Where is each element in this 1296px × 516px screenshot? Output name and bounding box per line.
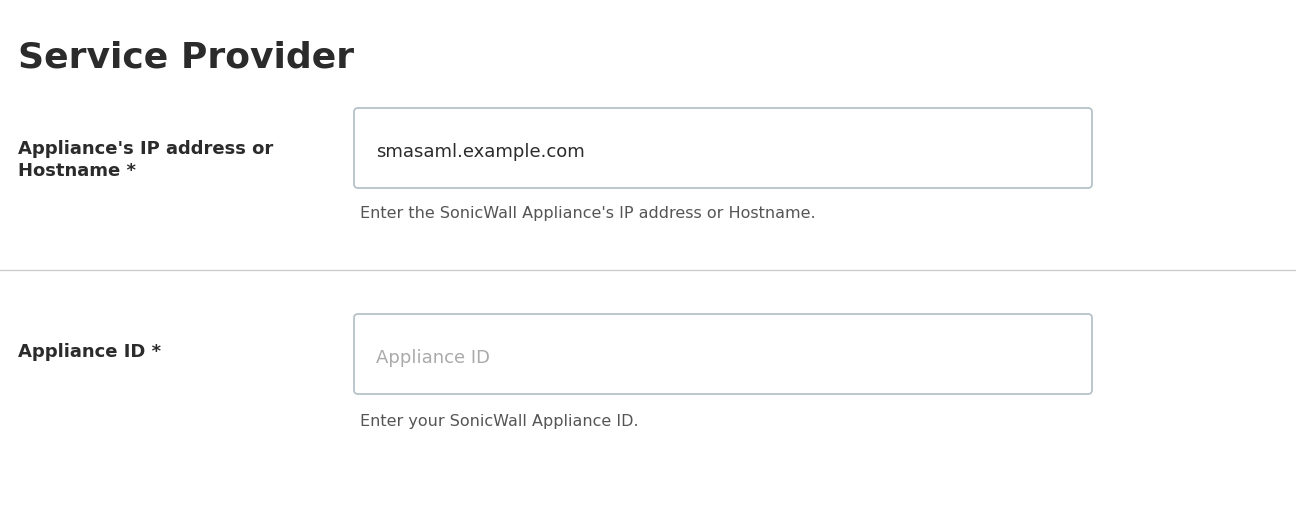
Text: smasaml.example.com: smasaml.example.com <box>376 143 584 161</box>
Text: Appliance ID: Appliance ID <box>376 349 490 367</box>
FancyBboxPatch shape <box>354 108 1093 188</box>
Text: Appliance ID *: Appliance ID * <box>18 343 161 361</box>
Text: Appliance's IP address or: Appliance's IP address or <box>18 140 273 158</box>
Text: Service Provider: Service Provider <box>18 40 354 74</box>
Text: Enter the SonicWall Appliance's IP address or Hostname.: Enter the SonicWall Appliance's IP addre… <box>360 206 815 221</box>
FancyBboxPatch shape <box>354 314 1093 394</box>
Text: Enter your SonicWall Appliance ID.: Enter your SonicWall Appliance ID. <box>360 414 639 429</box>
Text: Hostname *: Hostname * <box>18 162 136 180</box>
